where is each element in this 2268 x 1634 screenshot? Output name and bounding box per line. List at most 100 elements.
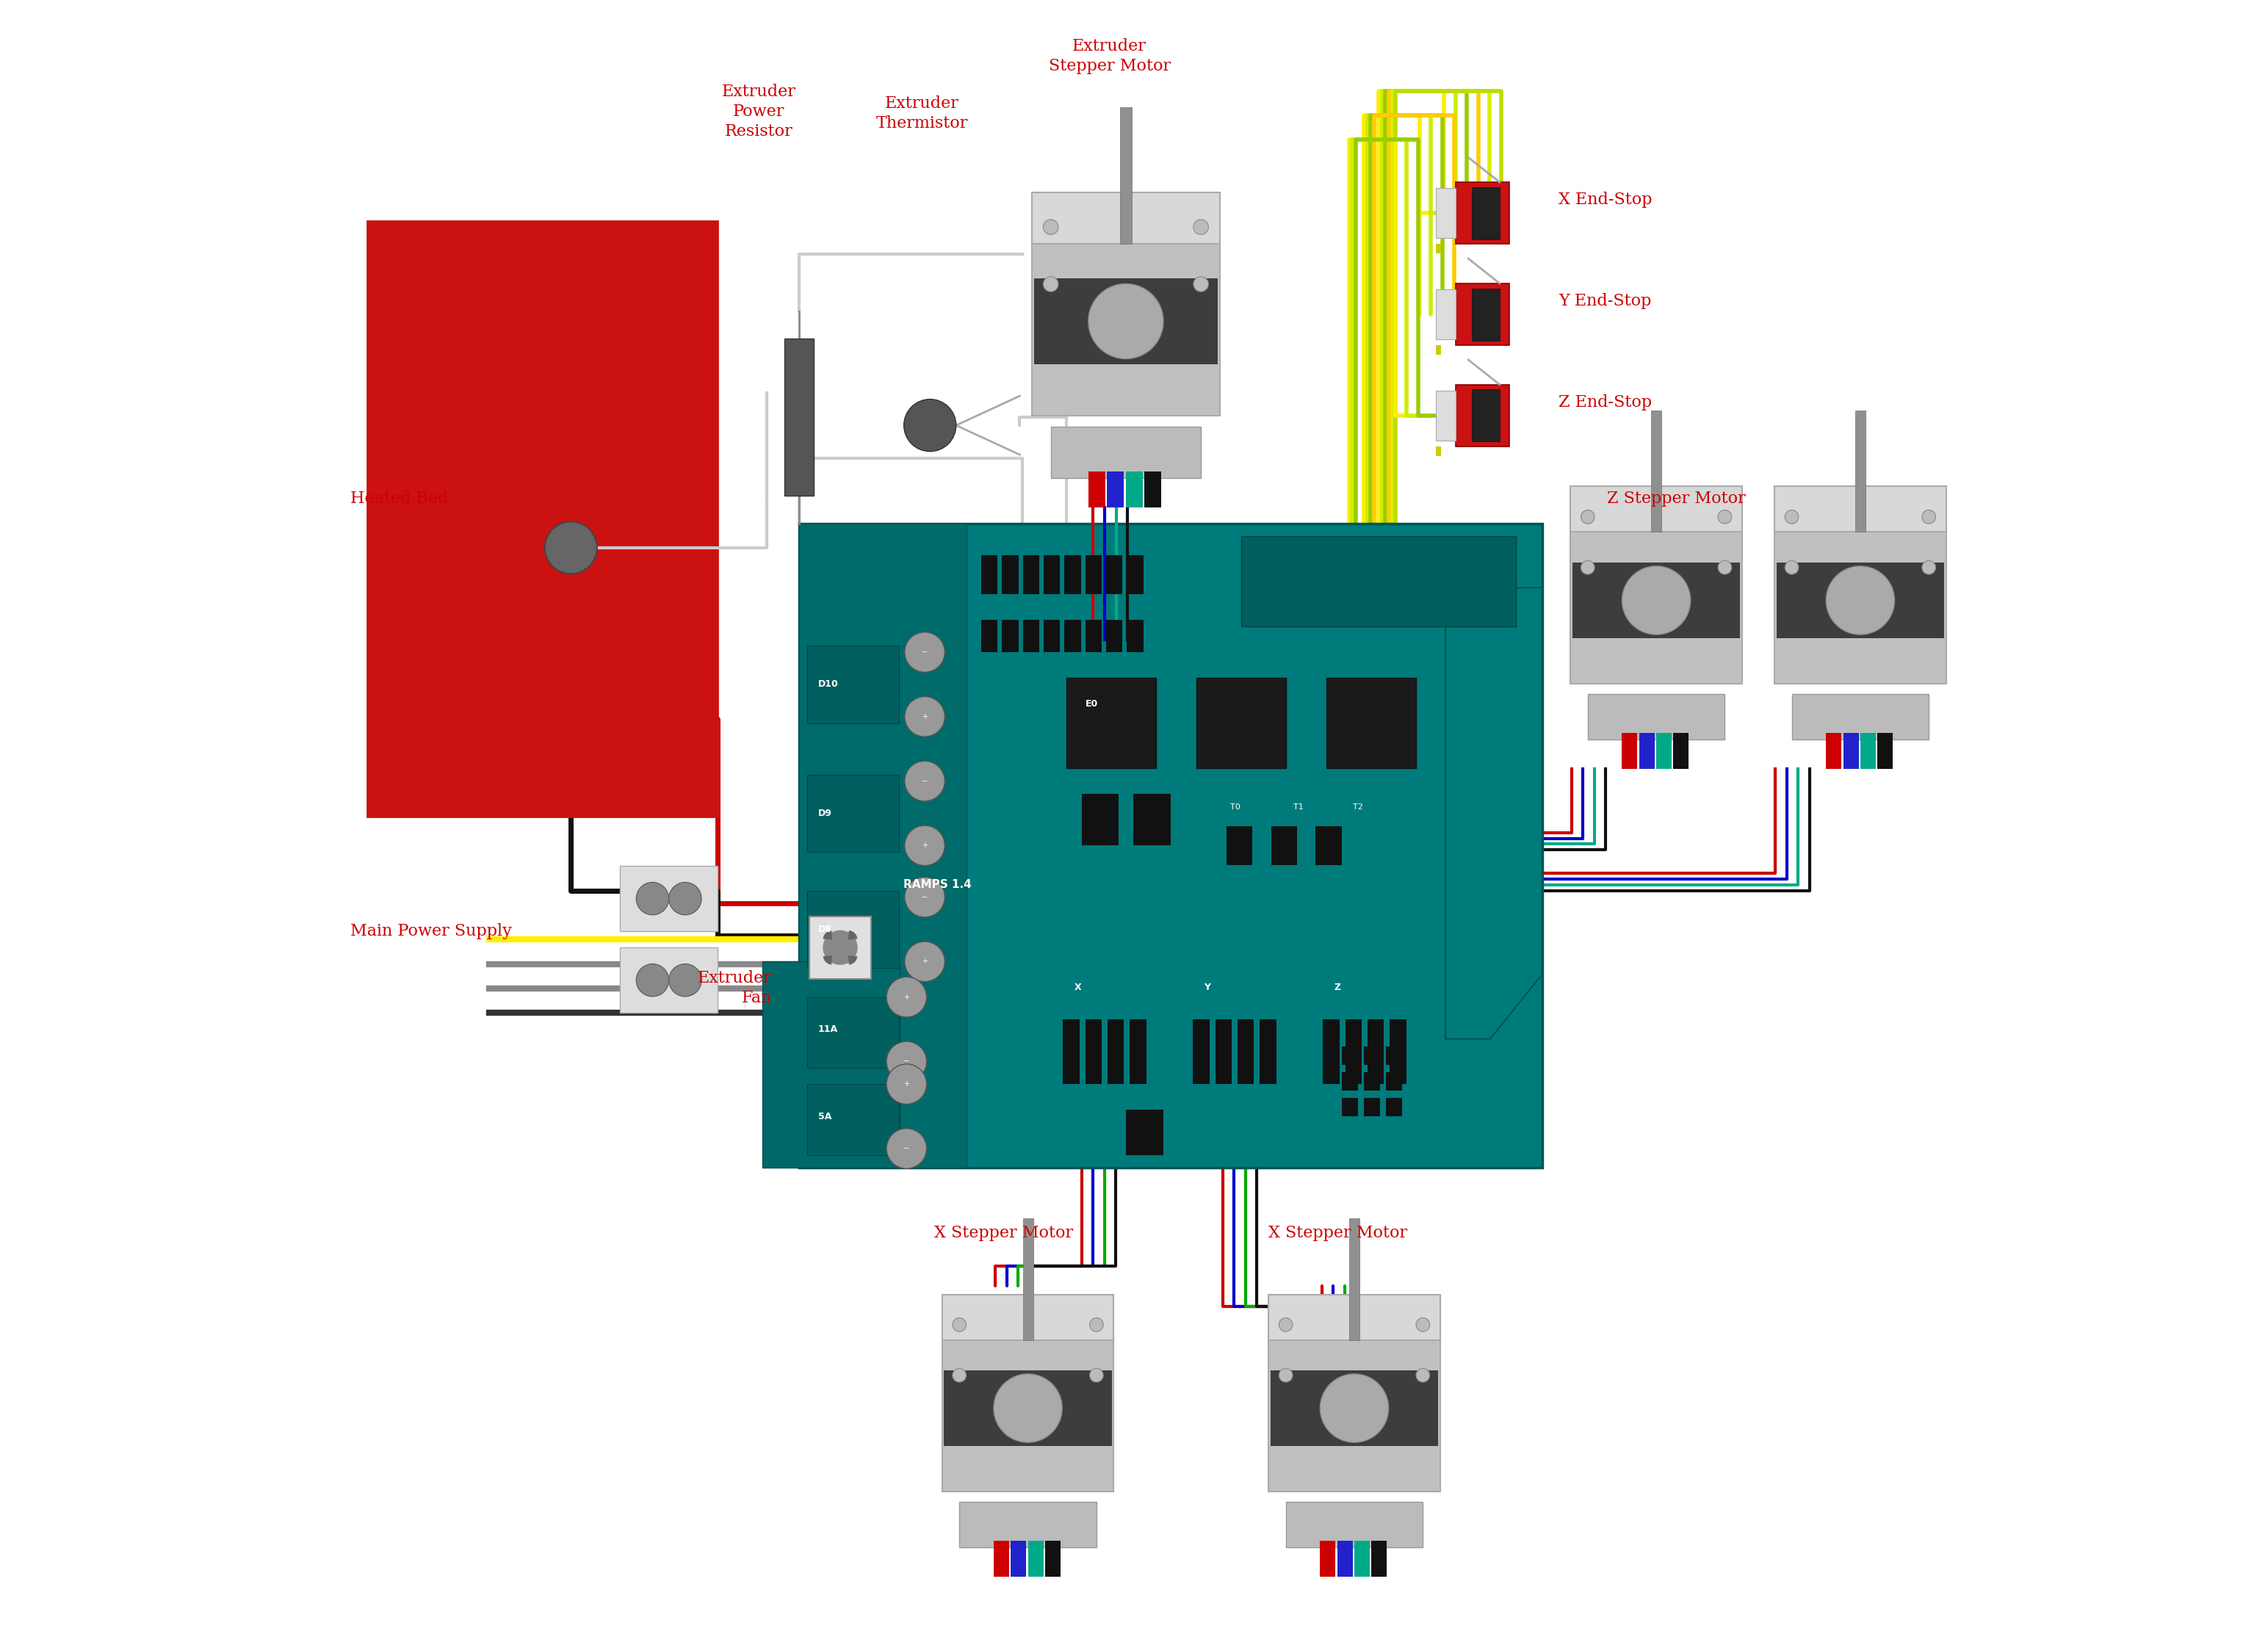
Bar (1343, 1072, 1359, 1090)
Bar (1343, 1047, 1359, 1065)
Bar (367, 221, 717, 817)
Bar (1436, 446, 1440, 456)
Bar (1436, 345, 1440, 355)
Circle shape (887, 1064, 928, 1105)
Text: +: + (921, 958, 928, 966)
Bar (1268, 1335, 1440, 1492)
Circle shape (953, 1319, 966, 1332)
Circle shape (905, 877, 946, 917)
Bar (1086, 619, 1102, 652)
Circle shape (1043, 276, 1059, 292)
Bar (1032, 239, 1220, 415)
Bar (1844, 734, 1857, 770)
Bar (1107, 619, 1123, 652)
Bar (1438, 556, 1454, 595)
Bar (1855, 410, 1867, 533)
Circle shape (1717, 560, 1733, 574)
Text: X: X (1075, 982, 1082, 992)
Circle shape (1785, 510, 1799, 525)
Bar (1472, 188, 1499, 239)
Bar (1193, 1020, 1209, 1083)
Text: +: + (903, 993, 909, 1000)
Bar (1066, 678, 1157, 768)
Text: X End-Stop: X End-Stop (1558, 193, 1651, 208)
Bar (1227, 827, 1252, 864)
Circle shape (637, 964, 669, 997)
Bar (1322, 1020, 1340, 1083)
Bar (1266, 556, 1281, 595)
Bar (1002, 619, 1018, 652)
Text: −: − (921, 649, 928, 655)
Bar (1012, 1541, 1025, 1577)
Bar (1436, 243, 1440, 253)
Bar (1086, 1020, 1102, 1083)
Circle shape (887, 977, 928, 1016)
Circle shape (993, 1374, 1061, 1443)
Bar (807, 997, 898, 1069)
Bar (1043, 556, 1059, 595)
Circle shape (1581, 510, 1594, 525)
Circle shape (544, 521, 596, 574)
Bar (1089, 472, 1105, 508)
Bar (1270, 1371, 1438, 1446)
Bar (1456, 384, 1510, 446)
Circle shape (1921, 510, 1935, 525)
Bar (1290, 556, 1306, 595)
Wedge shape (823, 956, 832, 964)
Bar (1315, 827, 1343, 864)
Wedge shape (848, 930, 857, 940)
Bar (1034, 278, 1218, 364)
Polygon shape (1445, 588, 1542, 1039)
Bar (1572, 528, 1742, 685)
Bar (1129, 1020, 1145, 1083)
Bar (1363, 1098, 1381, 1116)
Circle shape (953, 1368, 966, 1382)
Text: Extruder
Power
Resistor: Extruder Power Resistor (721, 83, 796, 141)
Bar (619, 866, 717, 931)
Text: Z End-Stop: Z End-Stop (1558, 394, 1651, 410)
Bar (1064, 619, 1082, 652)
Circle shape (1043, 219, 1059, 235)
Circle shape (1320, 1374, 1388, 1443)
Text: X Stepper Motor: X Stepper Motor (934, 1226, 1073, 1242)
Bar (1043, 619, 1059, 652)
Bar (941, 1294, 1114, 1340)
Text: X Stepper Motor: X Stepper Motor (1268, 1226, 1408, 1242)
Bar (1259, 1020, 1277, 1083)
Circle shape (1089, 1368, 1102, 1382)
Bar (1268, 1294, 1440, 1340)
Bar (1354, 1541, 1370, 1577)
Text: 5A: 5A (819, 1111, 832, 1121)
Bar (1002, 556, 1018, 595)
Bar (1064, 1020, 1080, 1083)
Circle shape (1785, 560, 1799, 574)
Text: RAMPS 1.4: RAMPS 1.4 (903, 879, 971, 891)
Circle shape (1415, 1319, 1429, 1332)
Bar (1674, 734, 1690, 770)
Bar (1198, 678, 1286, 768)
Bar (1107, 1020, 1125, 1083)
Bar (1436, 446, 1440, 456)
Bar (619, 948, 717, 1013)
Bar (1107, 556, 1123, 595)
Circle shape (1279, 1368, 1293, 1382)
Circle shape (905, 696, 946, 737)
Text: Z Stepper Motor: Z Stepper Motor (1608, 490, 1746, 507)
Bar (1050, 426, 1202, 479)
Circle shape (1826, 565, 1894, 634)
Circle shape (669, 882, 701, 915)
Bar (1023, 1219, 1032, 1340)
Bar (798, 523, 966, 1168)
Bar (810, 917, 871, 979)
Text: +: + (903, 1080, 909, 1088)
Bar (1343, 1098, 1359, 1116)
Circle shape (1193, 276, 1209, 292)
Bar (982, 619, 998, 652)
Text: D8: D8 (819, 925, 832, 935)
Bar (1270, 827, 1297, 864)
Circle shape (1921, 560, 1935, 574)
Circle shape (905, 941, 946, 982)
Circle shape (1089, 284, 1163, 359)
Bar (1472, 389, 1499, 441)
Text: −: − (921, 894, 928, 900)
